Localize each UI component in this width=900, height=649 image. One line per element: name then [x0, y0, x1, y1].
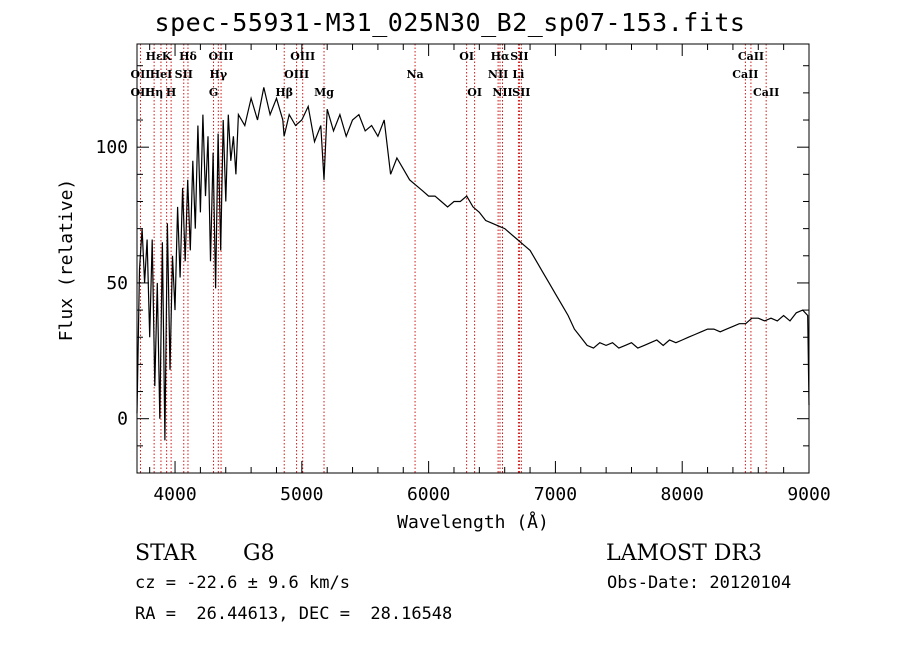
line-label: Hβ	[275, 86, 293, 99]
x-tick-label: 6000	[407, 484, 450, 505]
line-label: OIII	[290, 50, 315, 63]
observation-date: Obs-Date: 20120104	[607, 573, 792, 593]
y-tick-label: 100	[95, 137, 128, 158]
y-tick-label: 50	[106, 273, 128, 294]
line-label: CaII	[738, 50, 764, 63]
line-label: Mg	[314, 86, 334, 99]
coordinates: RA = 26.44613, DEC = 28.16548	[135, 604, 453, 624]
plot-frame	[136, 43, 810, 474]
chart-title: spec-55931-M31_025N30_B2_sp07-153.fits	[154, 8, 746, 37]
x-axis-label: Wavelength (Å)	[397, 511, 549, 533]
line-label: NII	[488, 68, 508, 81]
x-tick-label: 7000	[534, 484, 577, 505]
line-label: OII	[130, 68, 150, 81]
spectral-line-markers	[139, 44, 767, 473]
x-axis-ticks: 4000 5000 6000 7000 8000 9000	[149, 44, 831, 505]
line-label: OIII	[284, 68, 309, 81]
line-label: OI	[459, 50, 474, 63]
x-tick-label: 5000	[280, 484, 323, 505]
y-tick-label: 0	[117, 409, 128, 430]
line-label: H	[166, 86, 176, 99]
line-label: CaII	[753, 86, 779, 99]
line-label: SII	[175, 68, 193, 81]
line-label: G	[209, 86, 218, 99]
x-tick-label: 8000	[661, 484, 704, 505]
line-label: Hε	[146, 50, 163, 63]
line-label: SII	[512, 86, 530, 99]
y-axis-ticks: 0 50 100	[95, 65, 809, 447]
line-label: OI	[467, 86, 482, 99]
line-label: NII	[492, 86, 512, 99]
line-label: Li	[512, 68, 524, 81]
redshift-cz: cz = -22.6 ± 9.6 km/s	[135, 573, 350, 593]
y-axis-label: Flux (relative)	[56, 179, 77, 342]
line-label: K	[162, 50, 172, 63]
line-label: SII	[510, 50, 528, 63]
line-label: Hη	[145, 86, 163, 99]
line-label: HeI	[150, 68, 173, 81]
survey-name: LAMOST DR3	[606, 541, 762, 566]
object-subclass: G8	[243, 541, 275, 566]
line-label: OIII	[209, 50, 234, 63]
line-label: Na	[406, 68, 423, 81]
spectrum-line	[136, 87, 810, 441]
line-label: Hδ	[179, 50, 197, 63]
line-label: CaII	[732, 68, 758, 81]
object-class: STAR	[135, 541, 196, 566]
x-tick-label: 4000	[153, 484, 196, 505]
line-label: Hγ	[209, 68, 227, 81]
line-label: Hα	[491, 50, 510, 63]
x-tick-label: 9000	[787, 484, 830, 505]
